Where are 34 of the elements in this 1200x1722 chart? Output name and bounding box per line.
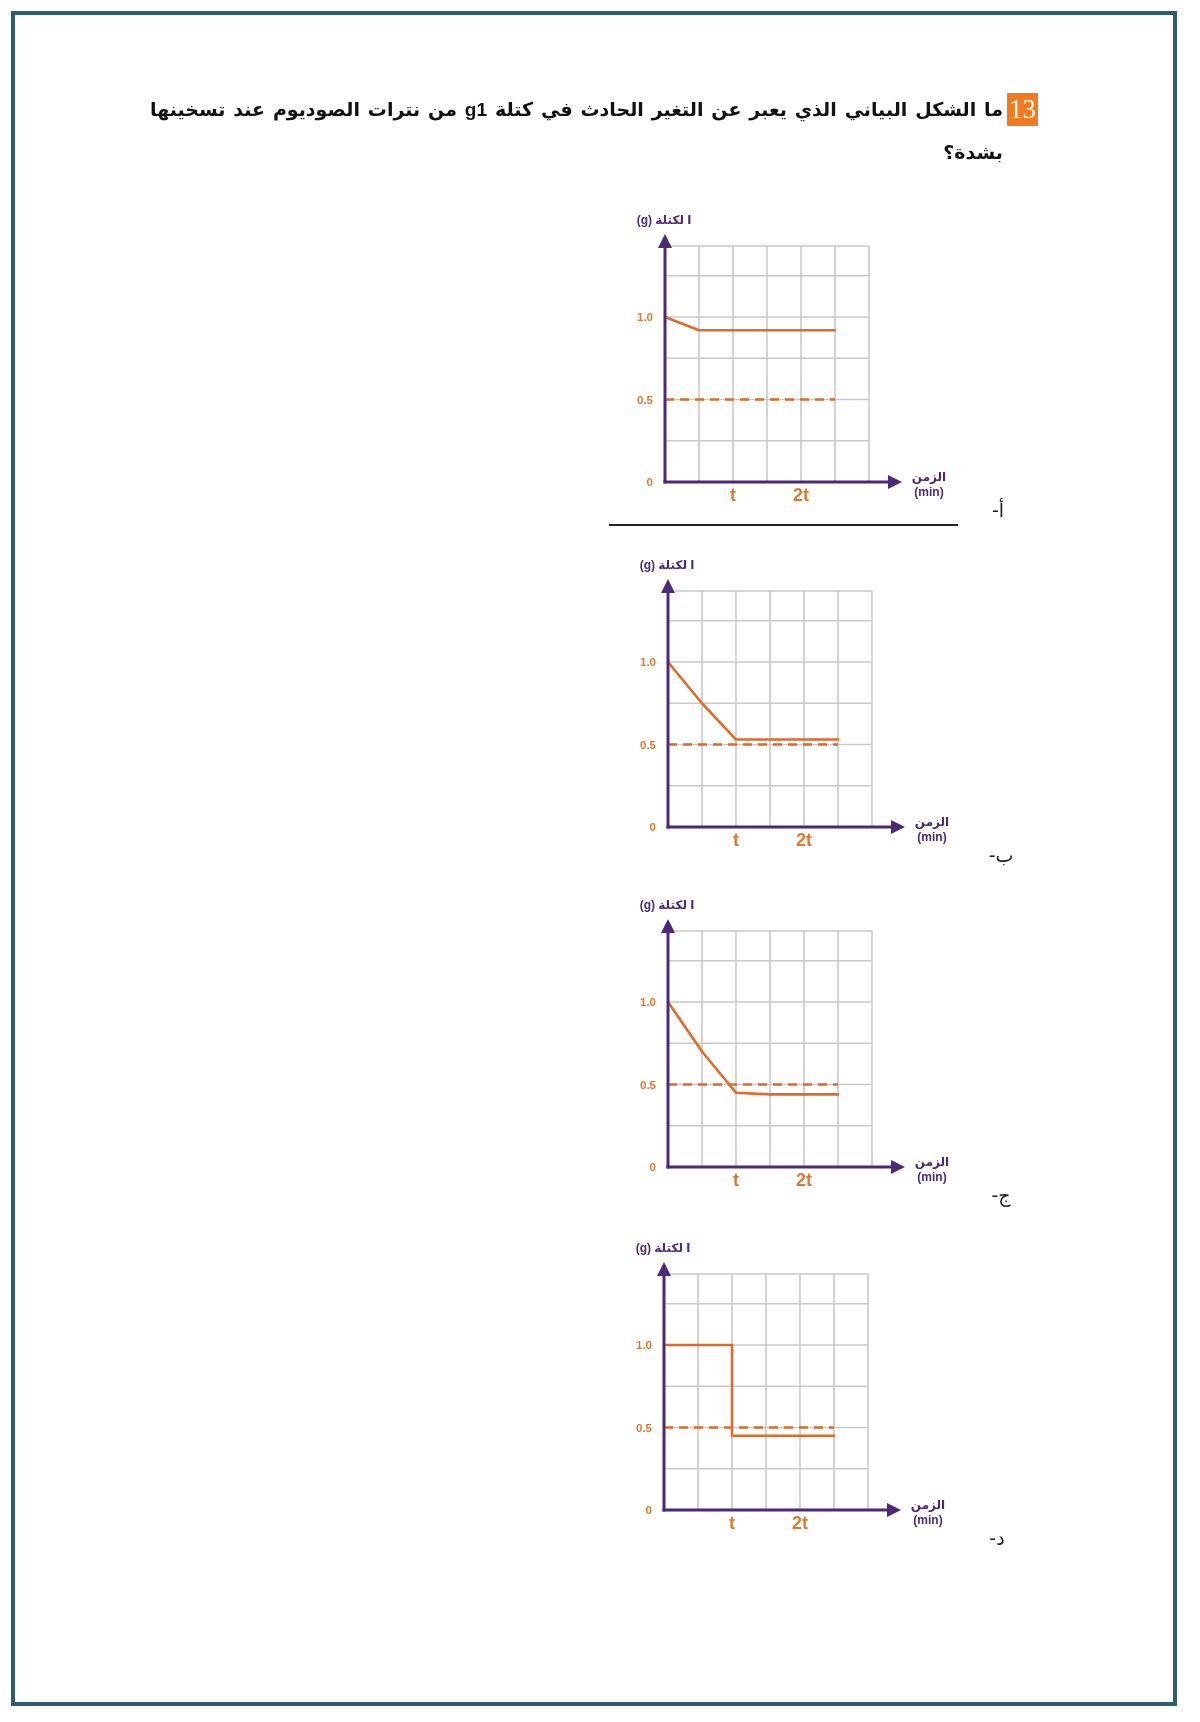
x-axis-title: الزمن (min) [913, 815, 951, 845]
x-axis-title: الزمن (min) [913, 1155, 951, 1185]
x-tick-label: t [730, 485, 736, 505]
y-tick-label: 1.0 [636, 1339, 652, 1351]
text: 13 [1007, 93, 1038, 126]
y-tick-label: 0.5 [637, 393, 654, 406]
y-tick-label: 0.5 [636, 1421, 653, 1434]
y-tick-label: 1.0 [640, 996, 656, 1008]
x-axis-title: الزمن (min) [909, 1498, 947, 1528]
y-axis-title: ا لكتلة (g) [635, 1241, 691, 1256]
text: د- [989, 1527, 1005, 1549]
y-tick-label: 0.5 [640, 1078, 657, 1091]
x-tick-label: 2t [792, 485, 810, 505]
y-axis-title: ا لكتلة (g) [639, 898, 695, 913]
x-tick-label: 2t [795, 830, 813, 850]
text: ما الشكل البياني الذي يعبر عن التغير الحادث في كتلة g1 من نترات الصوديوم عند تسخينها بشدة؟ [150, 98, 1003, 165]
y-tick-label: 0.5 [640, 738, 657, 751]
x-tick-label: t [729, 1513, 735, 1533]
text: ب- [988, 844, 1014, 866]
y-tick-label: 0 [645, 1504, 652, 1516]
x-tick-label: 2t [795, 1170, 813, 1190]
x-tick-label: t [733, 1170, 739, 1190]
y-tick-label: 0 [646, 476, 653, 488]
y-tick-label: 1.0 [637, 311, 653, 323]
y-tick-label: 0 [649, 821, 656, 833]
x-axis-title: الزمن (min) [910, 470, 948, 500]
y-tick-label: 0 [649, 1161, 656, 1173]
y-tick-label: 1.0 [640, 656, 656, 668]
x-tick-label: 2t [791, 1513, 809, 1533]
y-axis-title: ا لكتلة (g) [636, 213, 692, 228]
y-axis-title: ا لكتلة (g) [639, 558, 695, 573]
text: أ- [991, 499, 1005, 521]
x-tick-label: t [733, 830, 739, 850]
text: ج- [991, 1184, 1011, 1206]
